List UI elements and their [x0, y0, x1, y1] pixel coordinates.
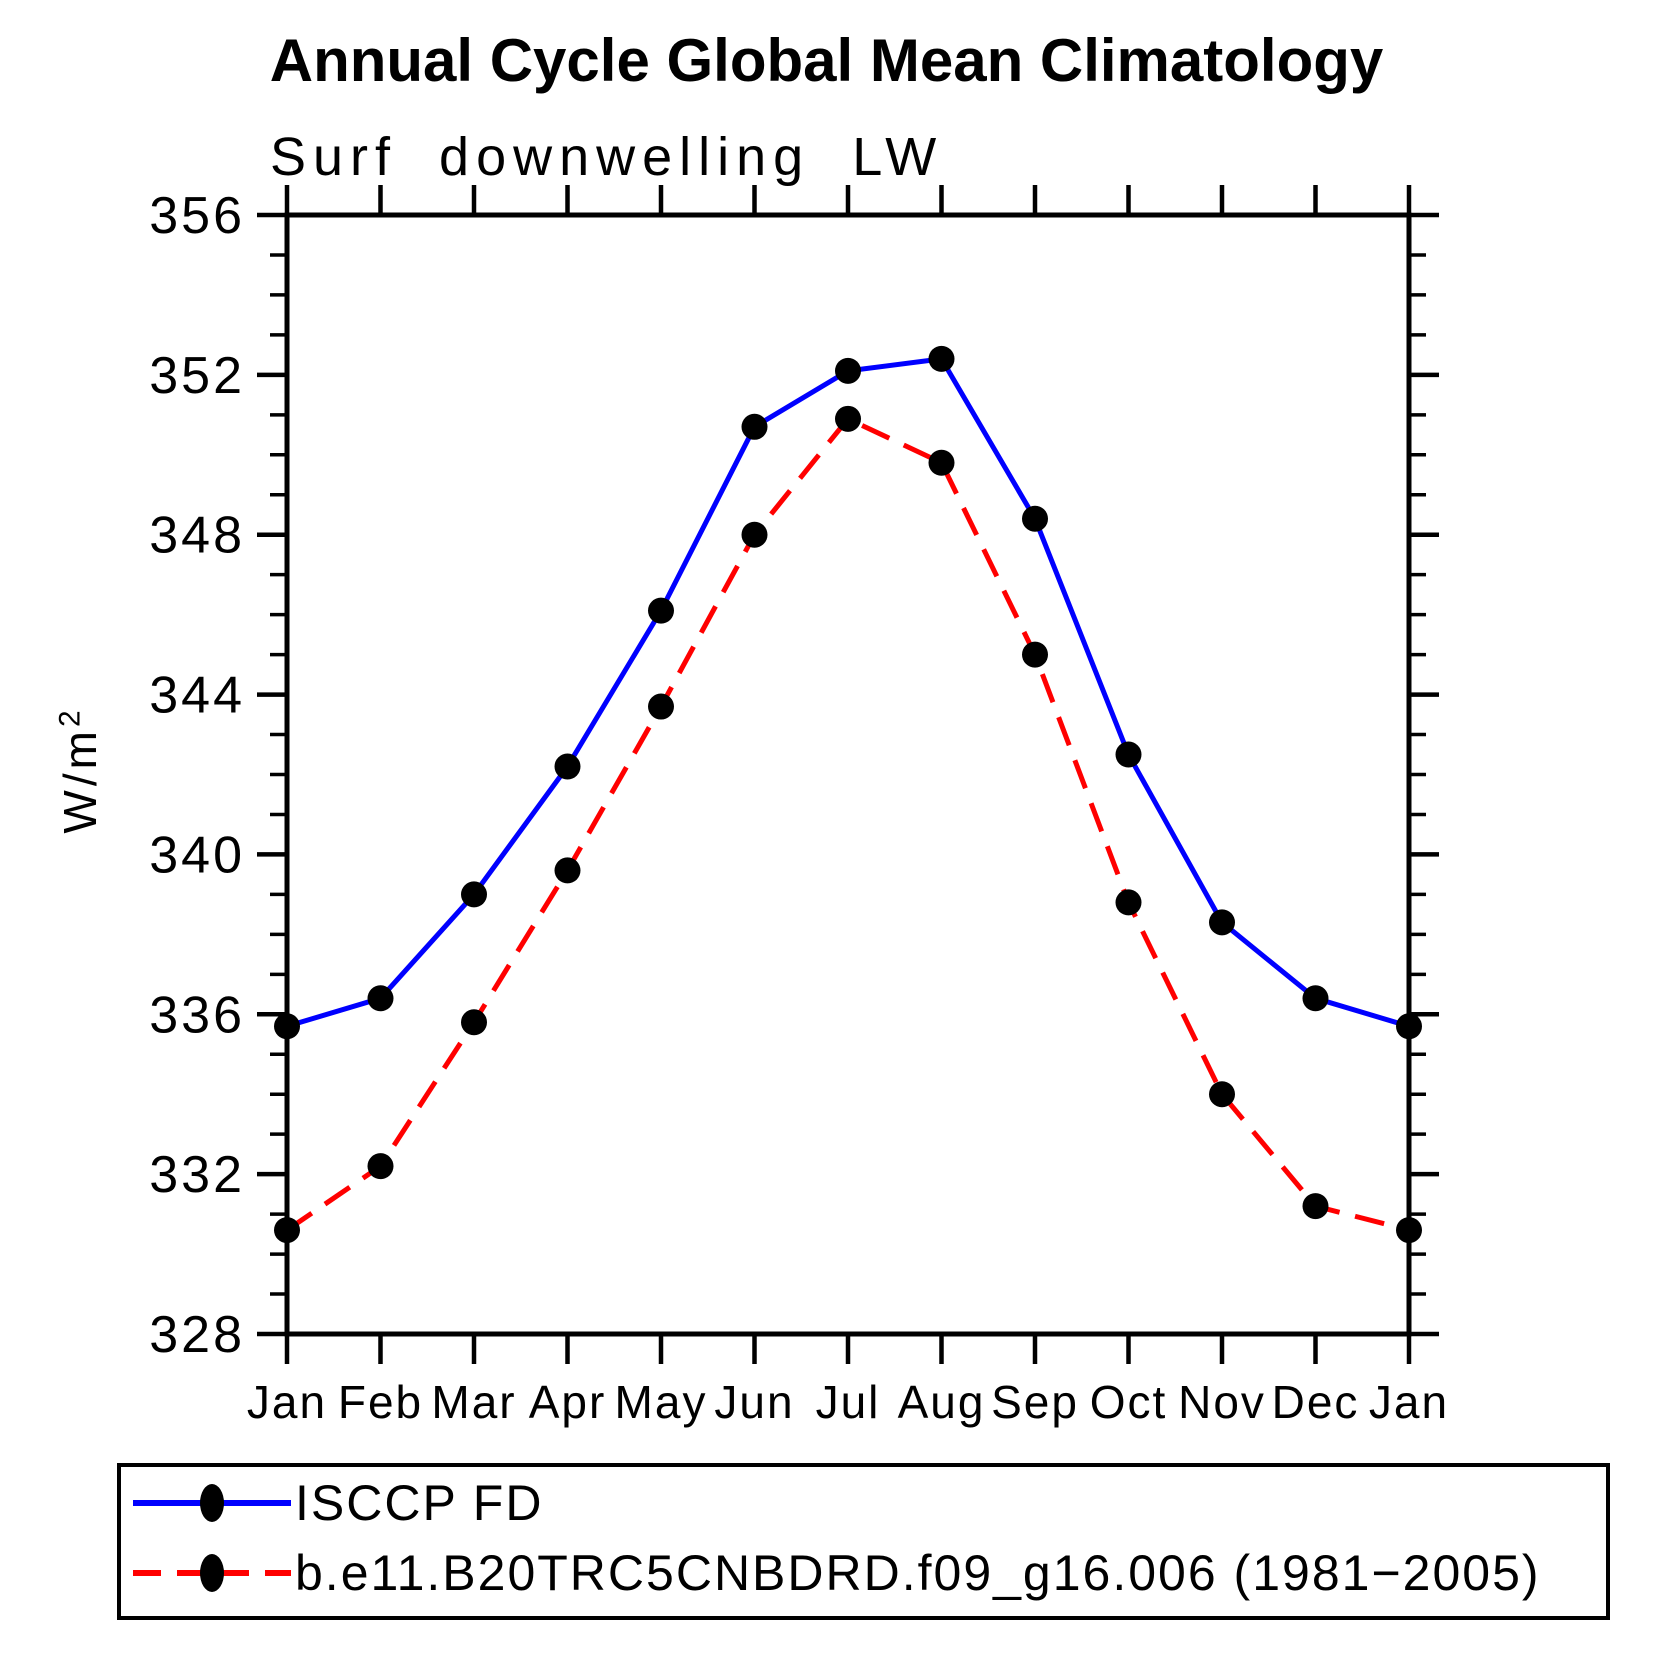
y-tick-label: 348	[149, 507, 245, 565]
data-point-marker	[648, 693, 674, 720]
x-tick-label: Aug	[898, 1376, 986, 1428]
data-point-marker	[554, 857, 581, 884]
data-point-marker	[835, 357, 861, 384]
legend-marker-sample	[200, 1554, 224, 1592]
legend-item-isccp-fd: ISCCP FD	[129, 1473, 543, 1533]
data-point-marker	[461, 1009, 487, 1036]
legend-item-model-run: b.e11.B20TRC5CNBDRD.f09_g16.006 (1981−20…	[129, 1543, 1541, 1603]
x-tick-label: Dec	[1272, 1376, 1360, 1428]
chart-subtitle: Surf downwelling LW	[270, 127, 944, 187]
data-point-marker	[1209, 1081, 1235, 1108]
data-point-marker	[928, 449, 955, 476]
y-tick-label: 344	[149, 667, 245, 725]
x-tick-label: Nov	[1178, 1376, 1266, 1428]
data-point-marker	[928, 345, 955, 372]
legend-swatch-solid-line	[133, 1484, 291, 1522]
data-point-marker	[1396, 1013, 1422, 1040]
y-tick-label: 340	[149, 826, 245, 884]
data-point-marker	[1022, 505, 1048, 532]
legend-label: b.e11.B20TRC5CNBDRD.f09_g16.006 (1981−20…	[295, 1545, 1541, 1601]
data-point-marker	[274, 1013, 300, 1040]
x-tick-label: Jan	[247, 1376, 327, 1428]
y-tick-label: 356	[149, 187, 245, 245]
x-tick-label: Apr	[529, 1376, 607, 1428]
series-line-observation	[286, 356, 1410, 1029]
legend-swatch-dashed-line	[133, 1554, 291, 1592]
data-point-marker	[741, 521, 768, 548]
x-tick-label: Mar	[431, 1376, 516, 1428]
data-point-marker	[648, 597, 674, 624]
x-tick-label: Oct	[1090, 1376, 1168, 1428]
x-tick-label: Jul	[816, 1376, 881, 1428]
x-tick-label: Jun	[714, 1376, 794, 1428]
y-tick-label: 352	[149, 347, 245, 405]
y-tick-label: 336	[149, 986, 245, 1044]
y-tick-label: 332	[149, 1146, 245, 1204]
legend-marker-sample	[200, 1484, 224, 1522]
data-point-marker	[461, 881, 487, 908]
data-point-marker	[1115, 889, 1142, 916]
x-tick-label: Feb	[338, 1376, 423, 1428]
series-line-model	[285, 416, 1410, 1233]
data-point-marker	[1396, 1217, 1422, 1244]
x-tick-label: Sep	[991, 1376, 1079, 1428]
data-point-marker	[835, 405, 861, 432]
data-point-marker	[1209, 909, 1235, 936]
data-point-marker	[741, 413, 768, 440]
data-point-marker	[1302, 985, 1329, 1012]
data-point-marker	[1302, 1193, 1329, 1220]
data-point-marker	[367, 985, 394, 1012]
legend-box: ISCCP FD b.e11.B20TRC5CNBDRD.f09_g16.006…	[117, 1463, 1610, 1620]
legend-label: ISCCP FD	[295, 1475, 544, 1531]
data-point-marker	[1022, 641, 1048, 668]
chart-title: Annual Cycle Global Mean Climatology	[269, 27, 1384, 94]
x-tick-label: May	[615, 1376, 708, 1428]
data-point-marker	[554, 753, 581, 780]
data-point-marker	[274, 1217, 300, 1244]
y-tick-label: 328	[149, 1306, 245, 1364]
x-tick-label: Jan	[1369, 1376, 1449, 1428]
data-point-marker	[1115, 741, 1142, 768]
data-point-marker	[367, 1153, 394, 1180]
